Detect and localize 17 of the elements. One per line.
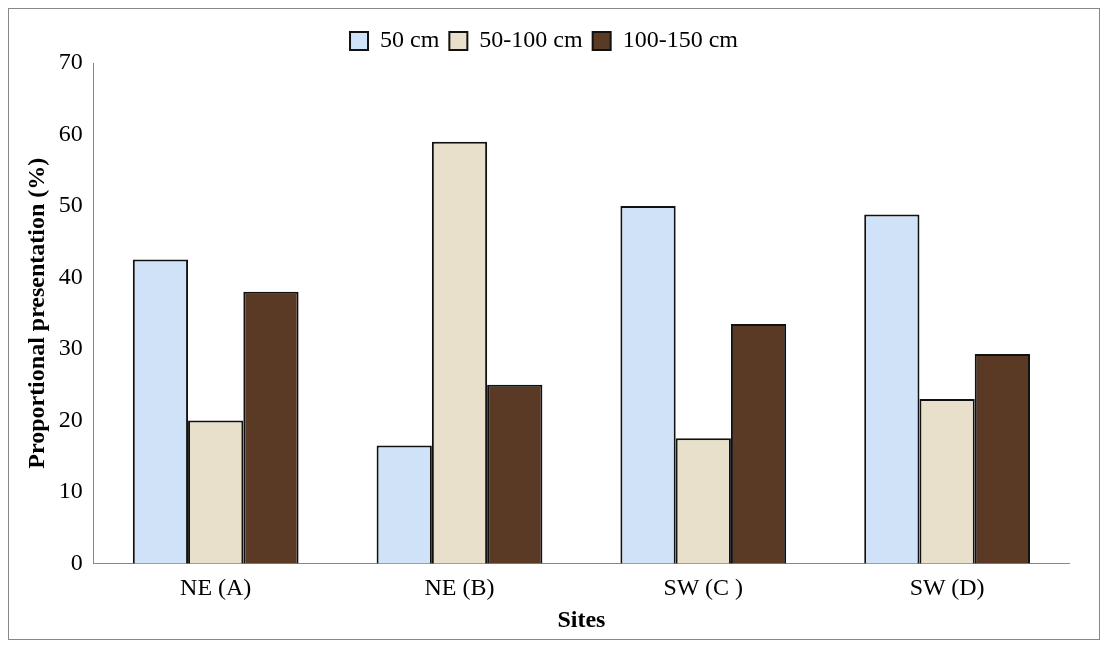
legend-label: 50-100 cm [479,26,583,53]
y-tick-label: 70 [58,48,83,75]
x-tick-label: NE (A) [180,574,252,601]
y-tick-label: 10 [58,477,83,504]
y-tick-label: 0 [70,548,83,575]
y-tick-label: 40 [58,262,83,289]
y-tick-label: 60 [58,119,83,146]
x-tick-label: NE (B) [424,574,495,601]
y-tick-label: 50 [58,191,83,218]
x-tick-label: SW (C ) [663,574,744,601]
y-tick-label: 30 [58,334,83,361]
x-tick-label: SW (D) [909,574,985,601]
legend-label: 100-150 cm [622,26,739,53]
y-axis-title: Proportional presentation (%) [22,157,49,469]
legend-label: 50 cm [380,26,440,53]
x-axis-title: Sites [557,605,606,632]
y-tick-label: 20 [58,405,83,432]
